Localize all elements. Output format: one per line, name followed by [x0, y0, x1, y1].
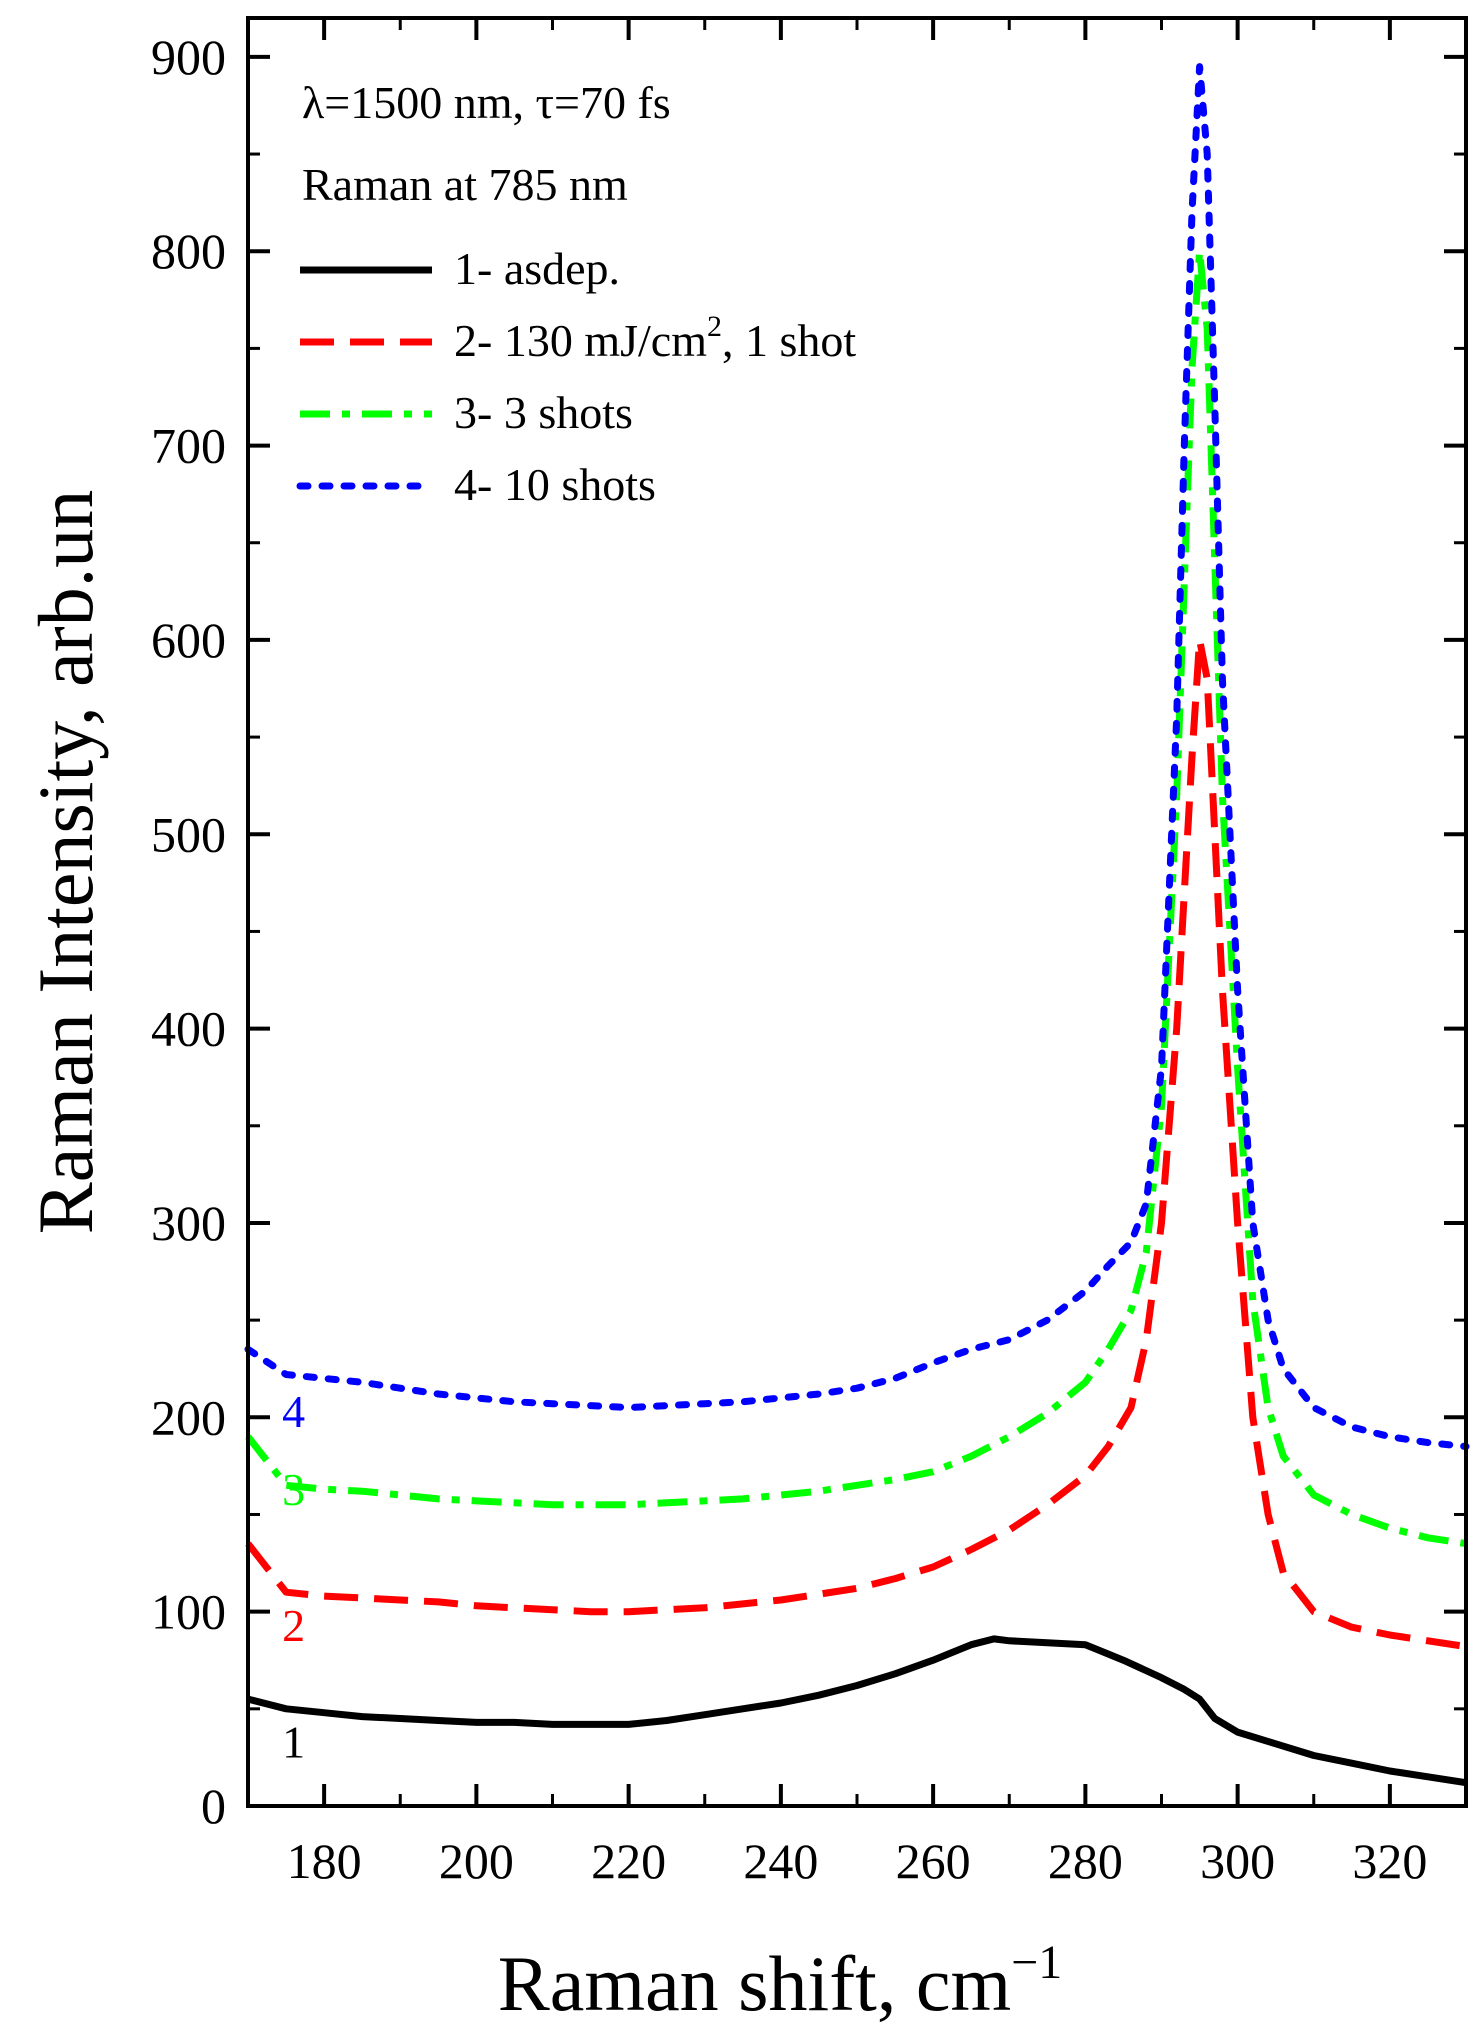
legend-label-3: 3- 3 shots — [454, 387, 633, 438]
y-tick-label: 700 — [151, 418, 226, 474]
y-tick-label: 300 — [151, 1195, 226, 1251]
plot-frame — [246, 16, 1468, 1808]
y-tick-label: 500 — [151, 806, 226, 862]
x-tick-label: 260 — [896, 1833, 971, 1889]
y-tick-label: 900 — [151, 29, 226, 85]
y-tick-label: 100 — [151, 1584, 226, 1640]
x-tick-label: 300 — [1200, 1833, 1275, 1889]
x-axis-label-main: Raman shift, cm — [498, 1940, 1011, 2027]
y-tick-label: 800 — [151, 223, 226, 279]
x-tick-label: 180 — [287, 1833, 362, 1889]
series-line-4 — [244, 63, 1470, 1450]
curve-labels: 1 2 3 4 — [282, 1386, 305, 1767]
legend-label-1: 1- asdep. — [454, 243, 620, 294]
x-axis-label: Raman shift, cm−1 — [498, 1936, 1062, 2027]
x-tick-label: 280 — [1048, 1833, 1123, 1889]
y-tick-label: 0 — [201, 1778, 226, 1834]
series-line-2 — [245, 636, 1467, 1651]
y-tick-label: 600 — [151, 612, 226, 668]
curve-label-4: 4 — [282, 1386, 305, 1437]
x-tick-label: 220 — [591, 1833, 666, 1889]
series-line-1 — [247, 1635, 1467, 1787]
y-tick-label: 200 — [151, 1389, 226, 1445]
axis-ticks: 180 200 220 240 260 280 300 320 0 100 200 300 400 500… — [151, 18, 1468, 1889]
curve-label-2: 2 — [282, 1600, 305, 1651]
series-line-3 — [245, 247, 1467, 1548]
x-tick-label: 320 — [1352, 1833, 1427, 1889]
legend-label-2: 2- 130 mJ/cm2, 1 shot — [454, 310, 856, 366]
x-tick-label: 200 — [439, 1833, 514, 1889]
x-tick-label: 240 — [743, 1833, 818, 1889]
annotation-raman: Raman at 785 nm — [302, 159, 628, 210]
legend: 1- asdep. 2- 130 mJ/cm2, 1 shot 3- 3 shots… — [296, 243, 856, 510]
curve-label-1: 1 — [282, 1716, 305, 1767]
x-axis-label-superscript: −1 — [1011, 1936, 1062, 1989]
annotation-laser: λ=1500 nm, τ=70 fs — [302, 77, 671, 128]
legend-label-4: 4- 10 shots — [454, 459, 656, 510]
y-tick-label: 400 — [151, 1001, 226, 1057]
series-lines — [244, 63, 1470, 1787]
curve-label-3: 3 — [282, 1464, 305, 1515]
y-axis-label: Raman Intensity, arb.un — [22, 490, 109, 1234]
